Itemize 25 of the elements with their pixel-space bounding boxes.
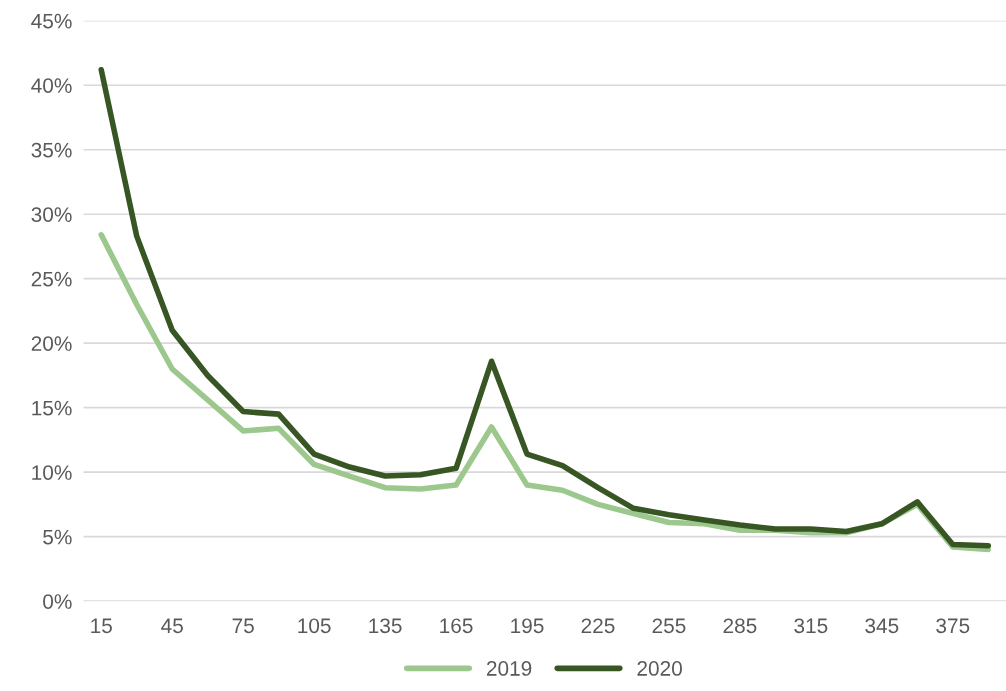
y-tick-label: 25% bbox=[31, 271, 72, 287]
legend-label: 2019 bbox=[486, 661, 532, 676]
y-tick-label: 15% bbox=[32, 400, 72, 416]
x-tick-label: 15 bbox=[91, 618, 112, 634]
x-tick-label: 285 bbox=[723, 618, 757, 634]
x-tick-label: 195 bbox=[511, 618, 544, 634]
x-tick-label: 255 bbox=[652, 618, 686, 634]
x-tick-label: 345 bbox=[865, 618, 899, 634]
y-tick-label: 45% bbox=[31, 13, 72, 29]
x-tick-label: 105 bbox=[298, 618, 331, 634]
x-tick-label: 315 bbox=[794, 618, 828, 634]
x-tick-label: 165 bbox=[440, 618, 473, 634]
x-tick-label: 75 bbox=[232, 618, 254, 634]
y-tick-label: 35% bbox=[31, 142, 72, 158]
y-tick-label: 5% bbox=[43, 529, 72, 545]
legend-label: 2020 bbox=[637, 661, 682, 676]
x-tick-label: 135 bbox=[369, 618, 402, 634]
y-tick-label: 0% bbox=[43, 594, 72, 609]
x-tick-label: 375 bbox=[936, 618, 970, 634]
x-tick-label: 225 bbox=[581, 618, 615, 634]
y-tick-label: 10% bbox=[32, 465, 72, 480]
y-tick-label: 30% bbox=[31, 207, 72, 222]
y-tick-label: 40% bbox=[31, 78, 72, 93]
y-tick-label: 20% bbox=[31, 336, 72, 351]
x-tick-label: 45 bbox=[161, 618, 183, 634]
